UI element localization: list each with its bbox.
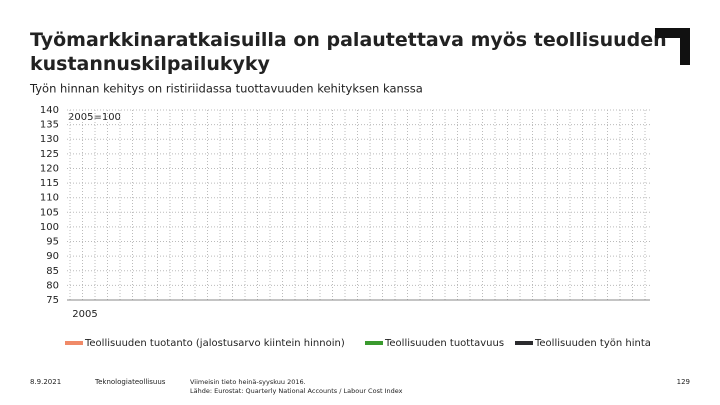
y-tick-label: 105 [40, 207, 59, 218]
y-tick-label: 120 [40, 163, 59, 174]
y-tick-label: 110 [40, 193, 59, 204]
footer-source: Viimeisin tieto heinä-syyskuu 2016. [190, 378, 306, 386]
legend-label: Teollisuuden työn hinta [534, 338, 651, 349]
y-tick-label: 90 [46, 251, 59, 262]
title: Työmarkkinaratkaisuilla on palautettava … [30, 29, 667, 75]
y-tick-label: 130 [40, 134, 59, 145]
y-tick-label: 85 [46, 266, 59, 277]
y-tick-label: 115 [40, 178, 59, 189]
annotation: 2005=100 [68, 112, 121, 123]
subtitle: Työn hinnan kehitys on ristiriidassa tuo… [29, 82, 423, 96]
y-tick-label: 80 [46, 280, 59, 291]
y-tick-label: 140 [40, 105, 59, 116]
footer-date: 8.9.2021 [30, 378, 61, 386]
legend-label: Teollisuuden tuotanto (jalostusarvo kiin… [84, 338, 345, 349]
page-number: 129 [677, 378, 690, 386]
y-tick-label: 135 [40, 120, 59, 131]
footer-org: Teknologiateollisuus [94, 378, 166, 386]
y-tick-label: 125 [40, 149, 59, 160]
y-tick-label: 95 [46, 237, 59, 248]
y-tick-label: 75 [46, 295, 59, 306]
legend-label: Teollisuuden tuottavuus [384, 338, 504, 349]
logo [655, 28, 690, 65]
y-tick-label: 100 [40, 222, 59, 233]
x-tick-label: 2005 [72, 309, 97, 320]
footer-source: Lähde: Eurostat: Quarterly National Acco… [190, 387, 403, 395]
